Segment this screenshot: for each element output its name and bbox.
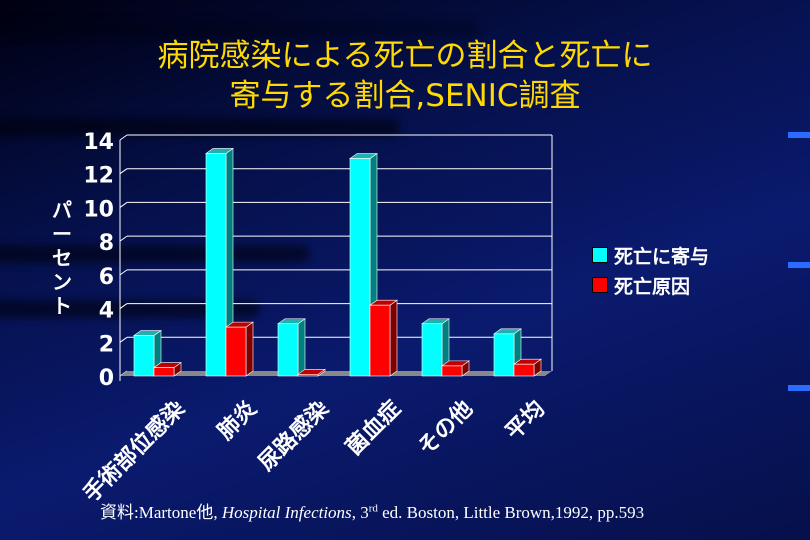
tick [119,202,128,208]
bar-cause [225,326,247,377]
slide-title: 病院感染による死亡の割合と死亡に 寄与する割合,SENIC調査 [0,36,810,116]
legend-swatch [592,277,608,293]
legend-label: 死亡原因 [614,275,691,298]
tick [119,269,128,276]
tick [119,336,128,343]
y-tick-label: 2 [99,332,114,357]
title-line-2: 寄与する割合,SENIC調査 [229,78,581,114]
tick [119,168,128,175]
bar-contributing [493,333,515,377]
y-tick-label: 12 [83,164,114,189]
bar-contributing [133,335,155,377]
tick [119,235,128,242]
floor [120,371,552,376]
bar-cause [369,304,391,377]
source-prefix: 資料:Martone他, [100,503,222,522]
bar-cause [441,365,463,377]
bar-contributing [349,158,371,377]
bar-side [389,299,398,377]
decor-bar [788,385,810,391]
bar-side [245,321,254,377]
title-line-1: 病院感染による死亡の割合と死亡に [157,38,653,74]
legend: 死亡に寄与 死亡原因 [592,240,709,300]
y-axis-label: パーセント [52,198,72,318]
bar-cause [153,367,175,377]
legend-swatch [592,247,608,263]
bar-contributing [205,153,227,377]
source-edition: , 3 [351,503,369,522]
legend-label: 死亡に寄与 [614,245,710,268]
source-rest: ed. Boston, Little Brown,1992, pp.593 [377,503,645,522]
tick [119,303,128,309]
bar-side [297,318,306,377]
tick [119,134,128,141]
legend-item: 死亡原因 [592,270,709,300]
bar-contributing [277,323,299,377]
bar-cause [297,374,319,377]
y-tick-label: 6 [99,265,114,290]
source-citation: 資料:Martone他, Hospital Infections, 3rd ed… [100,498,644,523]
bar-contributing [421,323,443,377]
source-sup: rd [368,502,378,515]
source-book: Hospital Infections [221,503,352,522]
y-tick-label: 10 [83,197,114,222]
y-tick-label: 8 [99,231,114,256]
decor-bar [788,262,810,268]
y-tick-label: 14 [83,130,114,155]
y-tick-label: 0 [99,366,114,391]
decor-bar [788,132,810,138]
y-tick-label: 4 [99,299,114,324]
bar-cause [513,363,535,377]
legend-item: 死亡に寄与 [592,240,709,270]
